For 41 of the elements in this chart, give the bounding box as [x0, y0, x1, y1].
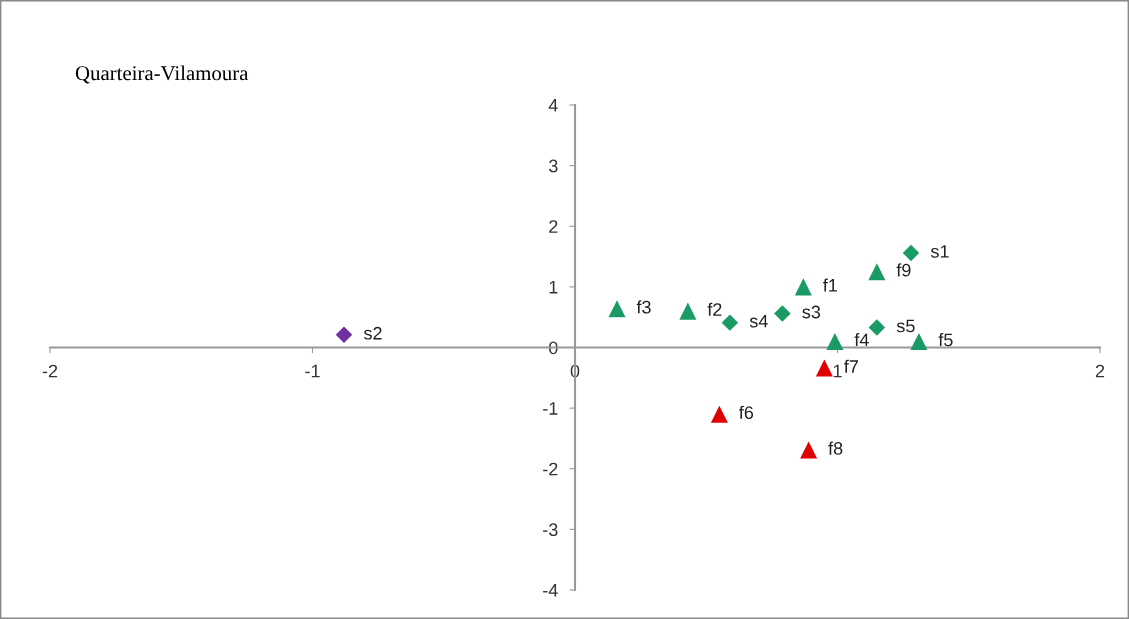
point [868, 319, 886, 336]
point [868, 263, 886, 281]
y-tick-label: 1 [549, 281, 558, 294]
annotation: f7 [844, 359, 858, 373]
annotation: f3 [636, 300, 651, 314]
point [608, 300, 626, 318]
point [721, 314, 739, 331]
x-tick-label: -1 [305, 364, 320, 378]
annotation: f8 [828, 441, 843, 455]
annotation: f2 [707, 302, 722, 316]
y-tick-label: -3 [543, 523, 558, 537]
point [815, 359, 833, 377]
point [910, 332, 928, 350]
annotation: f6 [739, 405, 754, 420]
y-tick-label: 3 [548, 159, 558, 173]
annotation: s4 [749, 314, 768, 328]
point [794, 278, 812, 296]
point [710, 405, 728, 423]
point [800, 441, 818, 459]
x-tick-label: 1 [833, 364, 842, 378]
annotation: f4 [854, 333, 869, 347]
point [902, 244, 920, 262]
y-tick-label: -2 [543, 462, 558, 476]
point [774, 305, 791, 322]
annotation: s2 [363, 326, 382, 340]
point [826, 332, 844, 350]
x-tick-label: -2 [42, 364, 58, 378]
y-tick-label: -1 [543, 402, 558, 415]
annotation: f5 [938, 333, 953, 347]
annotation: s3 [802, 305, 821, 319]
annotation: s5 [896, 319, 915, 333]
y-tick-label: -4 [543, 584, 558, 597]
y-tick-label: 4 [548, 99, 558, 112]
point [679, 302, 697, 320]
annotation: f1 [823, 278, 837, 292]
annotation: s1 [930, 245, 949, 258]
annotation: f9 [896, 263, 911, 277]
x-tick-label: 2 [1095, 364, 1105, 378]
chart-title: Quarteira-Vilamoura [75, 65, 249, 84]
y-tick-label: 2 [549, 220, 558, 233]
point [335, 326, 353, 343]
